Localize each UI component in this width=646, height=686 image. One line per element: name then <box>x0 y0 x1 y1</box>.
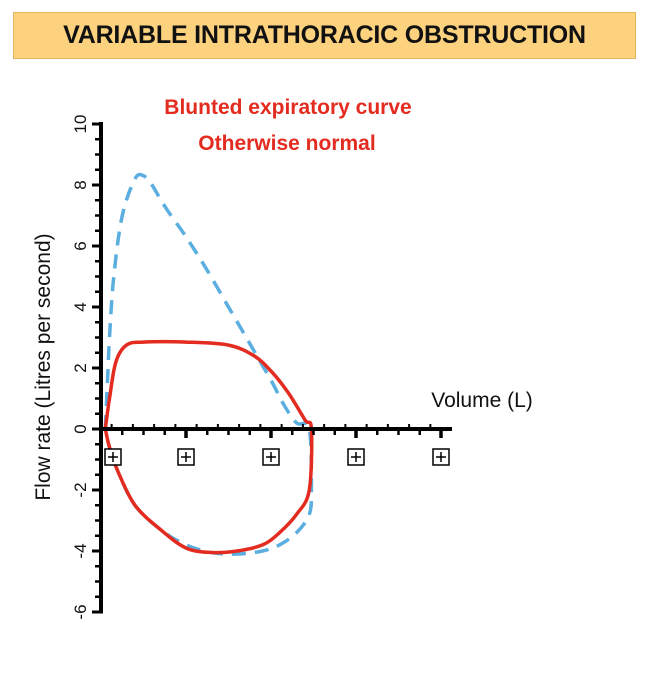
page-title: VARIABLE INTRATHORACIC OBSTRUCTION <box>63 21 586 49</box>
y-tick-label: 10 <box>71 115 90 134</box>
y-tick-label: 4 <box>71 302 90 311</box>
title-banner: VARIABLE INTRATHORACIC OBSTRUCTION <box>13 12 636 59</box>
y-tick-label: 0 <box>71 424 90 433</box>
x-tick-marker <box>347 448 365 466</box>
normal-loop-curve <box>103 172 314 556</box>
x-axis-label: Volume (L) <box>431 389 533 412</box>
annotation-line-2: Otherwise normal <box>198 132 375 155</box>
y-tick-label: -4 <box>71 543 90 558</box>
x-tick-marker <box>177 448 195 466</box>
annotation-line-1: Blunted expiratory curve <box>164 96 411 119</box>
y-tick-label: 6 <box>71 241 90 250</box>
y-tick-label: -6 <box>71 604 90 619</box>
x-tick-marker <box>104 448 122 466</box>
obstructed-loop-curve <box>103 339 314 555</box>
y-tick-label: 2 <box>71 363 90 372</box>
y-tick-label: -2 <box>71 482 90 497</box>
y-tick-label: 8 <box>71 180 90 189</box>
x-tick-marker <box>432 448 450 466</box>
x-tick-marker <box>262 448 280 466</box>
y-axis-label: Flow rate (Litres per second) <box>32 233 55 500</box>
